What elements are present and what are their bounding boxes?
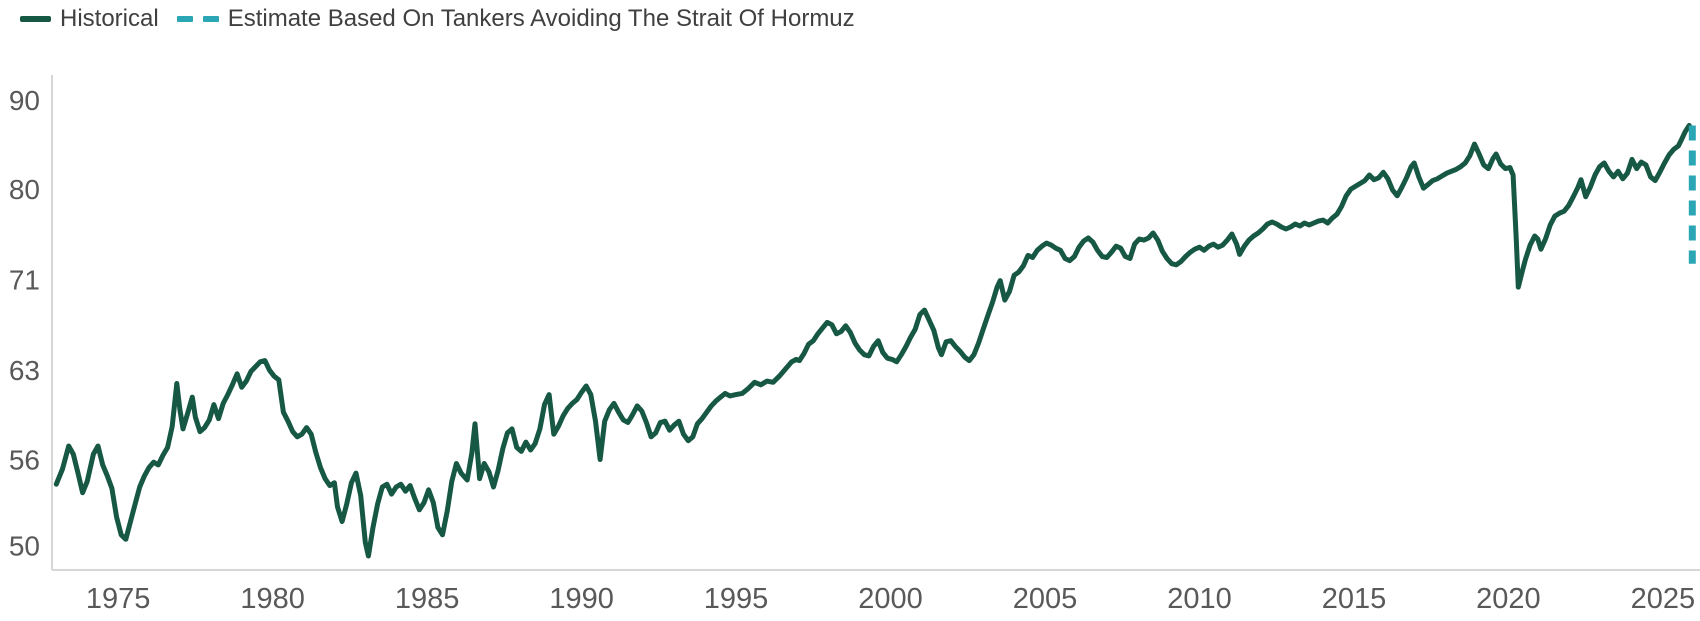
y-axis-tick-labels: 90 80 71 63 56 50 [9,85,40,561]
x-tick-label: 2015 [1322,583,1387,615]
historical-series-line [53,123,1692,559]
axes [51,75,1700,571]
x-tick-label: 1975 [86,583,151,615]
x-tick-label: 2020 [1476,583,1541,615]
x-tick-label: 2025 [1631,583,1696,615]
x-tick-label: 1990 [549,583,614,615]
y-tick-label: 56 [9,445,40,476]
estimate-dash-icon [176,16,193,22]
y-tick-label: 80 [9,174,40,205]
y-tick-label: 50 [9,530,40,561]
x-tick-label: 1985 [395,583,460,615]
x-tick-label: 1995 [704,583,769,615]
y-tick-label: 71 [9,265,40,296]
x-tick-label: 2005 [1013,583,1078,615]
legend: Historical Estimate Based On Tankers Avo… [20,5,855,33]
estimate-dashed-swatch [176,16,219,22]
x-axis-tick-labels: 1975 1980 1985 1990 1995 2000 2005 2010 2015 2020… [86,583,1695,615]
x-tick-label: 2010 [1167,583,1232,615]
x-tick-label: 1980 [240,583,305,615]
legend-label-historical: Historical [60,5,159,32]
legend-label-estimate: Estimate Based On Tankers Avoiding The S… [227,5,855,32]
y-tick-label: 90 [9,85,40,116]
historical-line-swatch [20,16,51,22]
estimate-dash-icon [202,16,219,22]
x-tick-label: 2000 [858,583,923,615]
y-tick-label: 63 [9,355,40,386]
